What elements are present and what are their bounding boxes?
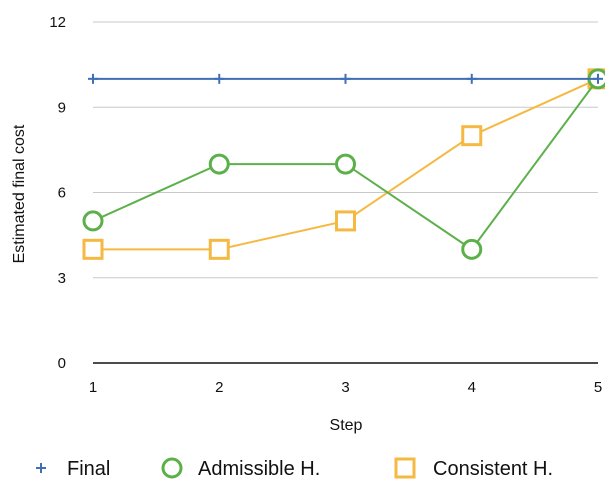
series-consistent-h [82, 68, 605, 260]
y-tick-label: 9 [58, 99, 66, 116]
data-point-final [88, 73, 98, 84]
legend-marker-final [36, 463, 46, 473]
x-tick-label: 4 [468, 379, 476, 396]
x-tick-label: 3 [341, 379, 349, 396]
y-tick-label: 12 [49, 14, 66, 31]
data-point-admissible-h [82, 210, 104, 232]
x-tick-label: 2 [215, 379, 223, 396]
data-point-consistent-h [208, 238, 230, 260]
legend-label-final: Final [67, 458, 110, 479]
legend-marker-admissible-h [161, 457, 183, 479]
data-point-final [593, 73, 603, 84]
series-admissible-h [82, 68, 605, 260]
y-axis-title: Estimated final cost [11, 124, 28, 263]
data-point-final [466, 73, 477, 84]
data-point-consistent-h [335, 210, 356, 232]
series-layer [82, 68, 605, 260]
data-point-admissible-h [208, 153, 230, 175]
data-point-consistent-h [82, 238, 104, 260]
data-point-final [214, 73, 225, 84]
data-point-final [340, 73, 351, 84]
series-final [88, 73, 603, 84]
data-point-admissible-h [335, 153, 356, 175]
y-tick-label: 3 [58, 270, 66, 287]
data-point-admissible-h [461, 238, 483, 260]
data-point-consistent-h [461, 125, 483, 147]
legend-marker-consistent-h [394, 457, 416, 479]
legend-label-consistent-h: Consistent H. [433, 458, 553, 479]
x-axis-title: Step [330, 417, 363, 434]
y-tick-labels: 0 3 6 9 12 [49, 14, 66, 372]
grid-lines [93, 21, 598, 279]
x-tick-labels: 1 2 3 4 5 [89, 379, 602, 396]
x-tick-label: 5 [594, 379, 602, 396]
y-tick-label: 6 [58, 185, 66, 202]
y-tick-label: 0 [58, 355, 66, 372]
legend-label-admissible-h: Admissible H. [198, 458, 320, 479]
legend: Final Admissible H. Consistent H. [36, 457, 553, 479]
x-tick-label: 1 [89, 379, 97, 396]
